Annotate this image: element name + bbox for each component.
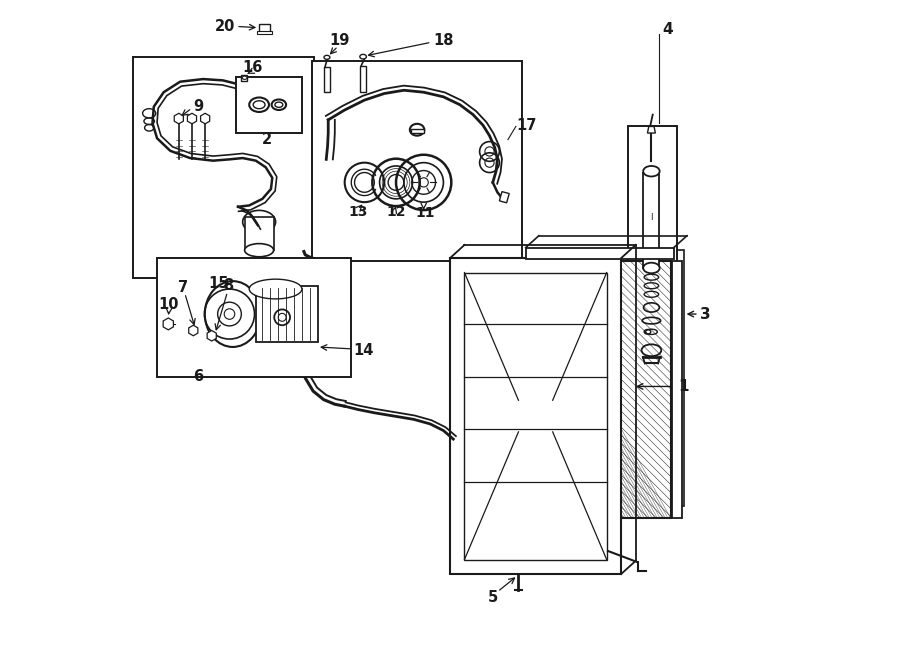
Text: 7: 7 — [178, 280, 188, 295]
Text: 17: 17 — [516, 118, 536, 133]
Bar — [450, 258, 621, 574]
Bar — [236, 77, 302, 133]
Text: 2: 2 — [262, 132, 272, 147]
Ellipse shape — [205, 281, 261, 347]
Ellipse shape — [243, 210, 275, 233]
Ellipse shape — [644, 166, 660, 176]
Text: 16: 16 — [242, 59, 263, 75]
Ellipse shape — [360, 54, 366, 59]
Bar — [529, 261, 670, 518]
Bar — [256, 286, 319, 342]
Polygon shape — [647, 126, 655, 133]
Bar — [311, 61, 522, 261]
Text: 10: 10 — [158, 297, 179, 312]
Bar — [526, 248, 674, 259]
Bar — [643, 173, 660, 268]
Bar — [257, 31, 272, 34]
Bar — [245, 217, 274, 251]
Bar — [259, 24, 270, 32]
Ellipse shape — [242, 76, 247, 79]
Ellipse shape — [324, 56, 330, 59]
Ellipse shape — [644, 262, 660, 273]
Bar — [627, 126, 677, 475]
Text: 9: 9 — [194, 99, 203, 114]
Ellipse shape — [249, 279, 302, 299]
Text: 12: 12 — [386, 205, 406, 219]
Text: 15: 15 — [208, 276, 229, 291]
Text: 4: 4 — [662, 22, 672, 36]
Text: 13: 13 — [348, 205, 367, 219]
Text: 18: 18 — [433, 34, 454, 48]
Bar — [324, 67, 330, 93]
Text: 8: 8 — [223, 278, 233, 293]
Polygon shape — [241, 75, 248, 81]
Bar — [360, 66, 366, 93]
Text: 19: 19 — [329, 34, 349, 48]
Ellipse shape — [245, 244, 274, 256]
Text: 5: 5 — [488, 590, 498, 605]
Bar — [158, 258, 351, 377]
Bar — [672, 261, 682, 518]
Text: 14: 14 — [353, 343, 374, 358]
Text: I: I — [650, 213, 652, 222]
Bar — [410, 129, 424, 133]
Text: 11: 11 — [416, 206, 436, 220]
Polygon shape — [500, 192, 509, 203]
Text: 20: 20 — [215, 19, 235, 34]
Text: 1: 1 — [679, 379, 688, 394]
Bar — [464, 272, 607, 560]
Bar — [542, 250, 684, 506]
Text: 6: 6 — [194, 369, 203, 384]
Bar — [132, 58, 314, 278]
Text: 3: 3 — [700, 307, 711, 321]
